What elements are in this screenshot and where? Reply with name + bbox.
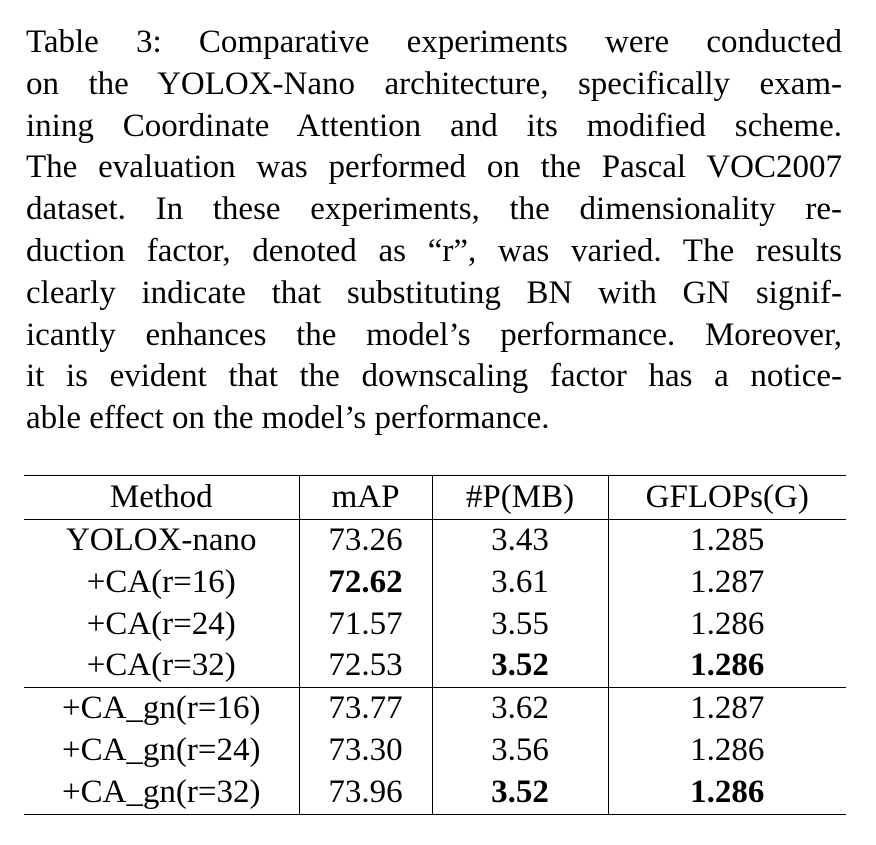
- table-row: +CA_gn(r=32) 73.96 3.52 1.286: [24, 771, 846, 815]
- caption-line: clearly indicate that substituting BN wi…: [26, 274, 842, 311]
- cell-gflops: 1.287: [690, 690, 765, 727]
- caption-line: icantly enhances the model’s performance…: [26, 316, 842, 353]
- cell-params: 3.52: [432, 771, 609, 815]
- cell-method: +CA_gn(r=24): [24, 729, 300, 772]
- cell-gflops: 1.286: [690, 605, 765, 642]
- cell-params: 3.61: [432, 561, 609, 604]
- header-params: #P(MB): [432, 475, 609, 520]
- cell-gflops: 1.286: [690, 731, 765, 768]
- cell-map: 71.57: [299, 603, 433, 646]
- caption-line: able effect on the model’s performance.: [26, 400, 550, 437]
- cell-map: 73.77: [299, 687, 433, 730]
- caption-line: dataset. In these experiments, the dimen…: [26, 191, 842, 228]
- cell-map: 73.26: [299, 519, 433, 562]
- cell-method: +CA_gn(r=32): [24, 771, 300, 815]
- table-row: +CA_gn(r=24) 73.30 3.56 1.286: [24, 729, 846, 772]
- header-method: Method: [24, 475, 300, 520]
- caption-line: ining Coordinate Attention and its modif…: [26, 107, 842, 144]
- table-caption: Table 3: Comparative experiments were co…: [26, 22, 842, 440]
- results-table: Method mAP #P(MB) GFLOPs(G) YOLOX-nano 7…: [24, 475, 846, 815]
- cell-method: YOLOX-nano: [24, 519, 300, 562]
- table-row: +CA_gn(r=16) 73.77 3.62 1.287: [24, 687, 846, 730]
- cell-params: 3.52: [432, 645, 609, 688]
- cell-params: 3.43: [432, 519, 609, 562]
- cell-gflops: 1.287: [690, 563, 765, 600]
- cell-method: +CA_gn(r=16): [24, 687, 300, 730]
- caption-line: The evaluation was performed on the Pasc…: [26, 149, 842, 186]
- cell-params: 3.62: [432, 687, 609, 730]
- cell-map: 72.62: [299, 561, 433, 604]
- header-map: mAP: [299, 475, 433, 520]
- cell-map: 72.53: [299, 645, 433, 688]
- cell-params: 3.56: [432, 729, 609, 772]
- cell-gflops: 1.286: [690, 647, 765, 684]
- table-row: YOLOX-nano 73.26 3.43 1.285: [24, 519, 846, 562]
- cell-params: 3.55: [432, 603, 609, 646]
- table-row: +CA(r=16) 72.62 3.61 1.287: [24, 561, 846, 604]
- cell-map: 73.30: [299, 729, 433, 772]
- caption-line: Table 3: Comparative experiments were co…: [26, 24, 842, 60]
- cell-method: +CA(r=16): [24, 561, 300, 604]
- table-row: +CA(r=24) 71.57 3.55 1.286: [24, 603, 846, 646]
- table-header-row: Method mAP #P(MB) GFLOPs(G): [24, 475, 846, 520]
- cell-map: 73.96: [299, 771, 433, 815]
- caption-line: it is evident that the downscaling facto…: [26, 358, 842, 395]
- cell-method: +CA(r=24): [24, 603, 300, 646]
- caption-line: on the YOLOX-Nano architecture, specific…: [26, 65, 842, 102]
- cell-gflops: 1.285: [690, 522, 765, 558]
- cell-method: +CA(r=32): [24, 645, 300, 688]
- table-row: +CA(r=32) 72.53 3.52 1.286: [24, 645, 846, 688]
- caption-line: duction factor, denoted as “r”, was vari…: [26, 232, 842, 269]
- header-gflops: GFLOPs(G): [645, 478, 809, 515]
- cell-gflops: 1.286: [690, 773, 765, 810]
